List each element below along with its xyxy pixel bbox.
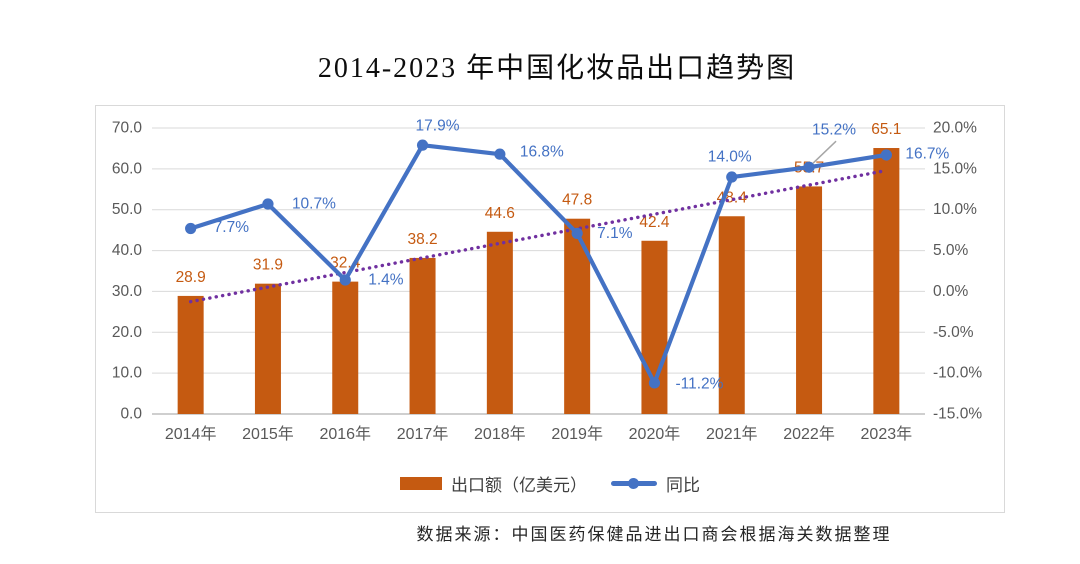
x-axis-label: 2015年 [242,425,294,443]
bar-value-label: 31.9 [253,257,283,274]
bar-value-label: 44.6 [485,205,515,222]
right-axis-tick: -15.0% [933,406,982,423]
yoy-value-label: 17.9% [416,118,460,135]
legend: 出口额（亿美元） 同比 [96,474,1004,495]
export-bar-swatch [400,476,442,490]
left-axis-tick: 70.0 [112,120,143,137]
yoy-value-label: 16.8% [520,144,564,161]
right-axis-labels: -15.0% -10.0% -5.0% 0.0% 5.0% 10.0% 15.0% 20.0% [933,120,982,423]
left-axis-tick: 20.0 [112,324,143,341]
yoy-marker-2020年 [648,377,661,389]
bar-value-label: 28.9 [176,269,206,286]
yoy-value-label: -11.2% [675,375,723,392]
x-axis-label: 2016年 [319,425,371,443]
right-axis-tick: 20.0% [933,120,977,137]
chart-title: 2014-2023 年中国化妆品出口趋势图 [317,53,797,84]
callout-leader-line [812,140,837,164]
yoy-value-labels: 7.7% 10.7% 1.4% 17.9% 16.8% 7.1% -11.2% 14.0% 15… [214,118,950,393]
yoy-line-swatch [611,477,657,490]
yoy-marker-2023年 [880,149,892,161]
yoy-marker-2014年 [185,222,197,235]
bar-2022年 [796,186,823,414]
left-axis-tick: 30.0 [112,283,143,300]
bar-2017年 [409,257,436,414]
bar-value-label: 65.1 [871,121,901,138]
bar-value-labels: 28.931.932.438.244.647.842.448.455.765.1 [176,121,902,286]
left-axis-tick: 50.0 [112,201,143,218]
left-axis-tick: 40.0 [112,242,143,259]
x-axis-label: 2019年 [551,425,603,443]
trendline [188,168,889,304]
yoy-value-label: 14.0% [708,149,752,166]
bar-value-label: 47.8 [562,192,592,209]
left-axis-tick: 60.0 [112,160,143,177]
x-axis-label: 2020年 [629,425,681,443]
legend-item-yoy: 同比 [611,471,700,496]
legend-label-export: 出口额（亿美元） [451,475,587,495]
x-axis-label: 2017年 [397,425,449,443]
right-axis-tick: 0.0% [933,283,969,300]
left-axis-labels: 0.0 10.0 20.0 30.0 40.0 50.0 60.0 70.0 [112,120,143,423]
x-axis-label: 2018年 [474,425,526,443]
left-axis-tick: 0.0 [120,406,142,423]
yoy-value-label: 15.2% [812,122,856,139]
x-axis-label: 2014年 [165,425,217,443]
bar-2021年 [718,216,745,414]
left-axis-tick: 10.0 [112,365,143,382]
yoy-line [188,143,889,386]
x-axis-labels: 2014年 2015年 2016年 2017年 2018年 2019年 2020年 2021年… [165,425,912,443]
x-axis-label: 2021年 [706,425,758,443]
bar-value-label: 38.2 [407,231,437,248]
bar-2023年 [873,148,900,414]
x-axis-label: 2022年 [783,425,835,443]
yoy-value-label: 10.7% [292,195,336,212]
yoy-markers [185,139,892,389]
x-axis-label: 2023年 [861,425,913,443]
yoy-marker-2019年 [571,227,583,240]
legend-label-yoy: 同比 [666,475,700,495]
bar-value-label: 42.4 [639,214,670,231]
bar-2015年 [254,283,281,414]
bar-2018年 [486,231,513,414]
yoy-marker-2018年 [494,148,506,160]
chart-area: 0.0 10.0 20.0 30.0 40.0 50.0 60.0 70.0 -15.0% -10… [95,105,1005,513]
bar-2016年 [332,281,359,414]
right-axis-tick: -10.0% [933,365,982,382]
chart-canvas: 0.0 10.0 20.0 30.0 40.0 50.0 60.0 70.0 -15.0% -10… [112,118,983,443]
yoy-marker-2015年 [262,198,274,210]
source-note: 数据来源：中国医药保健品进出口商会根据海关数据整理 [416,525,892,544]
legend-item-export: 出口额（亿美元） [400,471,587,496]
bar-2014年 [177,295,204,414]
yoy-value-label: 1.4% [368,271,404,288]
yoy-marker-2017年 [416,139,429,151]
right-axis-tick: 10.0% [933,201,977,218]
yoy-value-label: 7.7% [214,219,250,236]
yoy-value-label: 16.7% [905,145,949,162]
yoy-value-label: 7.1% [597,225,633,242]
export-bars [177,148,900,414]
right-axis-tick: 5.0% [933,242,969,259]
yoy-marker-2021年 [726,171,738,183]
right-axis-tick: -5.0% [933,324,974,341]
right-axis-tick: 15.0% [933,160,977,177]
yoy-marker-2016年 [339,274,351,286]
yoy-marker-2022年 [803,161,815,173]
